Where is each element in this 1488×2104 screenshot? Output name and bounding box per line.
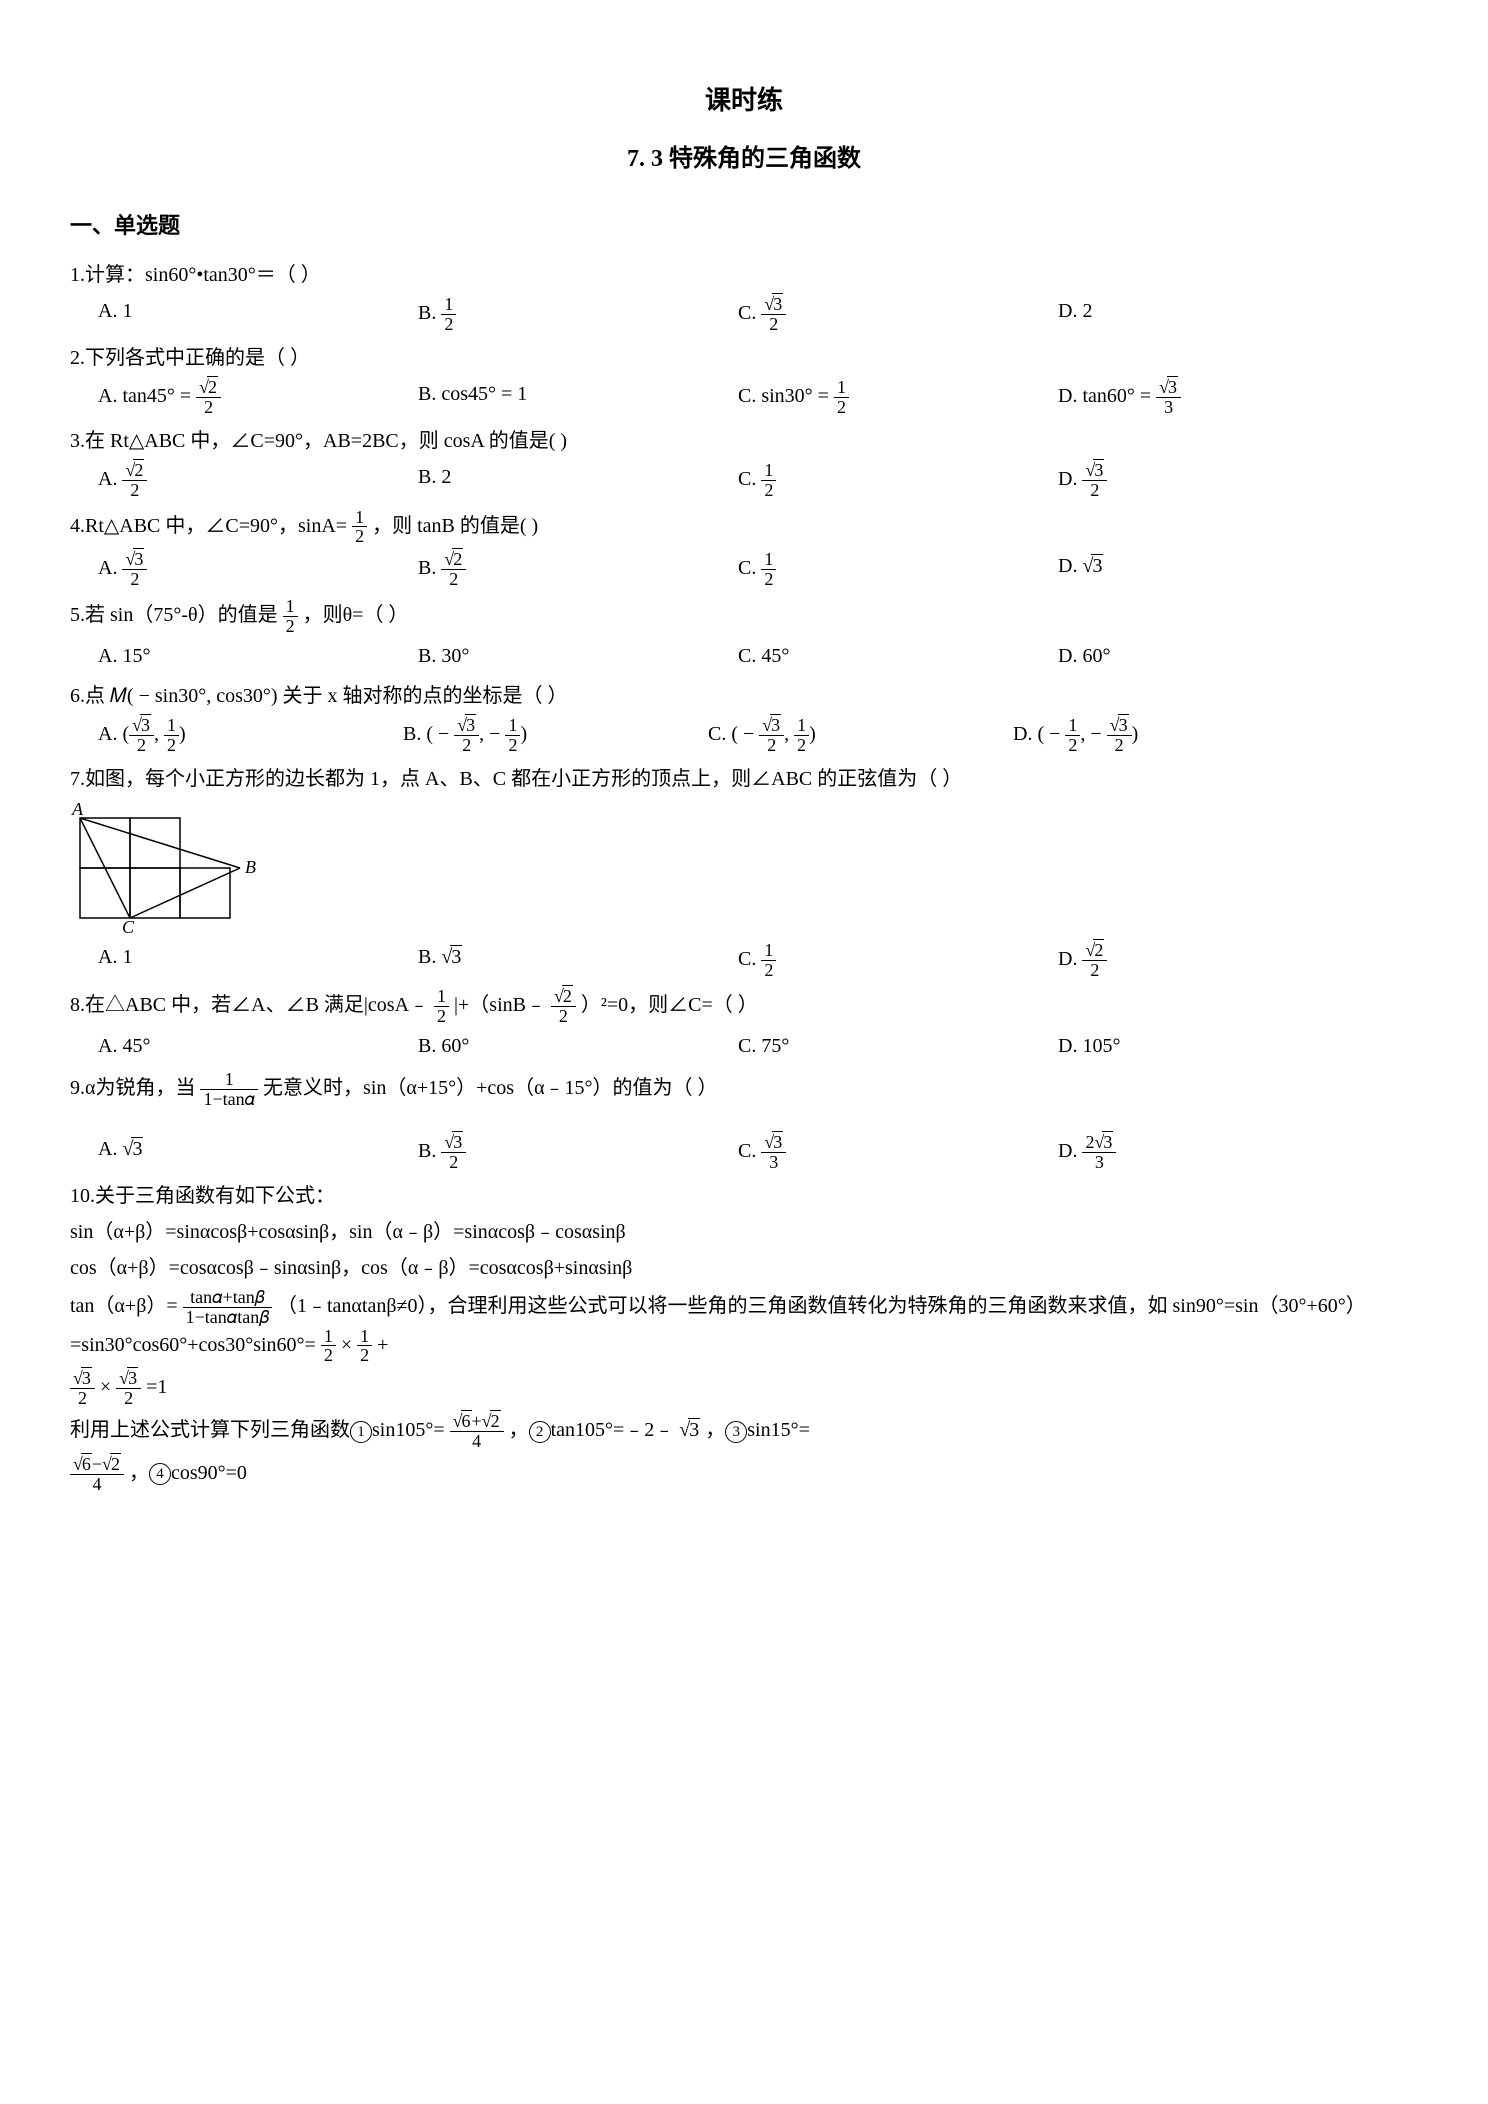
question-9: 9.α为锐角，当 11−tan𝛼 无意义时，sin（α+15°）+cos（α﹣1… [70,1070,1418,1172]
q6-options: A. (32, 12) B. ( − 32, − 12) C. ( − 32, … [70,716,1418,755]
q9-options: A. 3 B. 32 C. 33 D. 233 [70,1133,1418,1172]
q8-opt-d: D. 105° [1058,1030,1378,1062]
q4-opt-a: A. 32 [98,550,418,589]
q5-options: A. 15° B. 30° C. 45° D. 60° [70,640,1418,672]
q10-stem-6: 利用上述公式计算下列三角函数1sin105°= 6+24 ，2tan105°=﹣… [70,1412,1418,1451]
svg-text:A: A [71,803,84,819]
page-title: 课时练 [70,80,1418,122]
q4-stem: 4.Rt△ABC 中，∠C=90°，sinA= 12 ，则 tanB 的值是( … [70,508,1418,547]
q7-opt-c: C. 12 [738,941,1058,980]
q3-stem: 3.在 Rt△ABC 中，∠C=90°，AB=2BC，则 cosA 的值是( ) [70,425,1418,457]
q6-opt-b: B. ( − 32, − 12) [403,716,708,755]
q5-stem: 5.若 sin（75°-θ）的值是 12 ，则θ=（ ） [70,597,1418,636]
q9-opt-d: D. 233 [1058,1133,1378,1172]
q10-stem-3: cos（α+β）=cosαcosβ﹣sinαsinβ，cos（α﹣β）=cosα… [70,1252,1418,1284]
question-4: 4.Rt△ABC 中，∠C=90°，sinA= 12 ，则 tanB 的值是( … [70,508,1418,590]
q10-stem-1: 10.关于三角函数有如下公式： [70,1180,1418,1212]
q2-opt-d: D. tan60° = 33 [1058,378,1378,417]
q1-opt-a: A. 1 [98,295,418,334]
page-subtitle: 7. 3 特殊角的三角函数 [70,140,1418,178]
q6-opt-d: D. ( − 12, − 32) [1013,716,1318,755]
section-header-1: 一、单选题 [70,208,1418,243]
q5-opt-d: D. 60° [1058,640,1378,672]
q7-figure: A B C [70,803,270,933]
q1-opt-b: B. 12 [418,295,738,334]
q1-opt-c: C. 32 [738,295,1058,334]
q6-opt-a: A. (32, 12) [98,716,403,755]
svg-text:B: B [245,857,256,877]
q9-opt-b: B. 32 [418,1133,738,1172]
q10-stem-2: sin（α+β）=sinαcosβ+cosαsinβ，sin（α﹣β）=sinα… [70,1216,1418,1248]
q3-opt-a: A. 22 [98,461,418,500]
q8-opt-c: C. 75° [738,1030,1058,1062]
question-5: 5.若 sin（75°-θ）的值是 12 ，则θ=（ ） A. 15° B. 3… [70,597,1418,672]
q3-opt-c: C. 12 [738,461,1058,500]
q10-stem-4: tan（α+β）= tan𝛼+tan𝛽1−tan𝛼tan𝛽 （1﹣tanαtan… [70,1288,1418,1366]
q5-opt-c: C. 45° [738,640,1058,672]
q8-opt-b: B. 60° [418,1030,738,1062]
q2-opt-a: A. tan45° = 22 [98,378,418,417]
q7-opt-b: B. 3 [418,941,738,980]
q7-opt-a: A. 1 [98,941,418,980]
q2-options: A. tan45° = 22 B. cos45° = 1 C. sin30° =… [70,378,1418,417]
question-1: 1.计算：sin60°•tan30°＝（ ） A. 1 B. 12 C. 32 … [70,259,1418,334]
question-3: 3.在 Rt△ABC 中，∠C=90°，AB=2BC，则 cosA 的值是( )… [70,425,1418,500]
q1-opt-d: D. 2 [1058,295,1378,334]
question-6: 6.点 𝑀( − sin30°, cos30°) 关于 x 轴对称的点的坐标是（… [70,680,1418,755]
q6-stem: 6.点 𝑀( − sin30°, cos30°) 关于 x 轴对称的点的坐标是（… [70,680,1418,712]
q2-opt-c: C. sin30° = 12 [738,378,1058,417]
q3-opt-b: B. 2 [418,461,738,500]
q5-opt-a: A. 15° [98,640,418,672]
q7-options: A. 1 B. 3 C. 12 D. 22 [70,941,1418,980]
q4-opt-d: D. 3 [1058,550,1378,589]
q6-opt-c: C. ( − 32, 12) [708,716,1013,755]
q9-stem: 9.α为锐角，当 11−tan𝛼 无意义时，sin（α+15°）+cos（α﹣1… [70,1070,1418,1109]
q7-opt-d: D. 22 [1058,941,1378,980]
q4-opt-c: C. 12 [738,550,1058,589]
q3-options: A. 22 B. 2 C. 12 D. 32 [70,461,1418,500]
q1-options: A. 1 B. 12 C. 32 D. 2 [70,295,1418,334]
q10-stem-7: 6−24 ，4cos90°=0 [70,1455,1418,1494]
q8-opt-a: A. 45° [98,1030,418,1062]
q7-stem: 7.如图，每个小正方形的边长都为 1，点 A、B、C 都在小正方形的顶点上，则∠… [70,763,1418,795]
q8-options: A. 45° B. 60° C. 75° D. 105° [70,1030,1418,1062]
q10-stem-5: 32 × 32 =1 [70,1369,1418,1408]
q9-opt-c: C. 33 [738,1133,1058,1172]
q2-opt-b: B. cos45° = 1 [418,378,738,417]
question-8: 8.在△ABC 中，若∠A、∠B 满足|cosA﹣ 12 |+（sinB﹣ 22… [70,987,1418,1062]
svg-text:C: C [122,917,135,933]
q3-opt-d: D. 32 [1058,461,1378,500]
q5-opt-b: B. 30° [418,640,738,672]
q2-stem: 2.下列各式中正确的是（ ） [70,342,1418,374]
q4-opt-b: B. 22 [418,550,738,589]
question-2: 2.下列各式中正确的是（ ） A. tan45° = 22 B. cos45° … [70,342,1418,417]
question-10: 10.关于三角函数有如下公式： sin（α+β）=sinαcosβ+cosαsi… [70,1180,1418,1494]
question-7: 7.如图，每个小正方形的边长都为 1，点 A、B、C 都在小正方形的顶点上，则∠… [70,763,1418,980]
q1-stem: 1.计算：sin60°•tan30°＝（ ） [70,259,1418,291]
q4-options: A. 32 B. 22 C. 12 D. 3 [70,550,1418,589]
q9-opt-a: A. 3 [98,1133,418,1172]
q8-stem: 8.在△ABC 中，若∠A、∠B 满足|cosA﹣ 12 |+（sinB﹣ 22… [70,987,1418,1026]
